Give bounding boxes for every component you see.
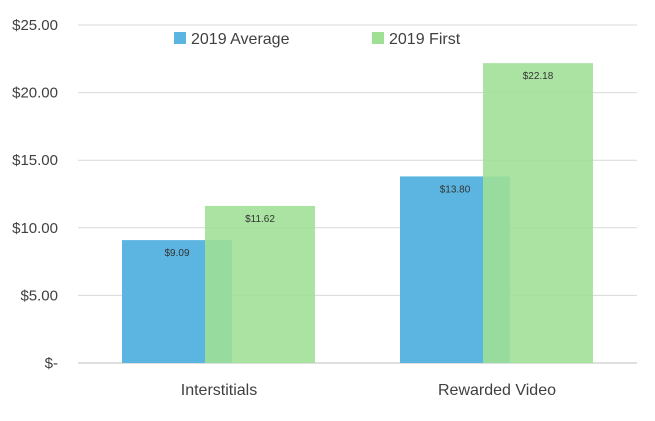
legend-swatch	[372, 32, 384, 44]
data-label: $13.80	[440, 184, 471, 195]
legend: 2019 Average 2019 First	[174, 31, 461, 48]
bars	[122, 63, 593, 363]
bar-first	[483, 63, 593, 363]
y-axis-tick-labels: $- $5.00 $10.00 $15.00 $20.00 $25.00	[12, 17, 58, 372]
data-label: $22.18	[523, 71, 554, 82]
legend-swatch	[174, 32, 186, 44]
legend-label: 2019 First	[389, 31, 461, 48]
y-tick-label: $15.00	[12, 152, 58, 169]
y-tick-label: $20.00	[12, 85, 58, 102]
category-label: Interstitials	[181, 382, 257, 399]
category-label: Rewarded Video	[438, 382, 556, 399]
legend-label: 2019 Average	[191, 31, 290, 48]
x-axis-category-labels: Interstitials Rewarded Video	[181, 382, 556, 399]
y-tick-label: $-	[45, 355, 58, 372]
y-tick-label: $25.00	[12, 17, 58, 34]
data-label: $11.62	[245, 214, 275, 225]
data-labels: $9.09 $13.80 $11.62 $22.18	[164, 71, 553, 259]
y-tick-label: $10.00	[12, 220, 58, 237]
bar-first	[205, 205, 315, 363]
y-tick-label: $5.00	[20, 287, 58, 304]
data-label: $9.09	[164, 248, 189, 259]
